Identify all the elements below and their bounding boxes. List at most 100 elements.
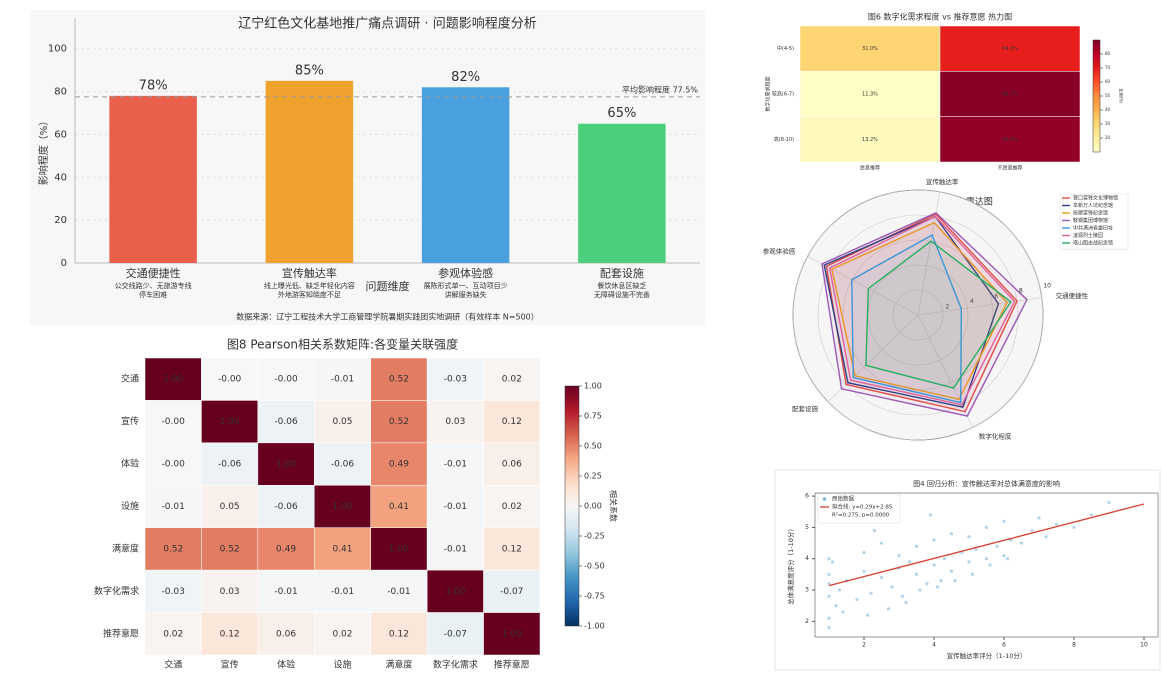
data-point [935, 585, 940, 589]
cell-label: 0.12 [220, 629, 240, 639]
bar [265, 80, 354, 263]
heatmap-cell [483, 485, 541, 528]
heatmap-cell [939, 71, 1081, 117]
heatmap-cell [144, 442, 202, 486]
y-tick-label: 80 [54, 87, 67, 98]
heatmap-cell [426, 527, 484, 571]
category-description: 讲解服务缺失 [445, 290, 487, 299]
cell-label: -0.01 [331, 375, 354, 385]
data-point [872, 528, 877, 533]
row-label: 宣传 [121, 415, 139, 427]
data-point [1037, 516, 1041, 520]
colorbar-tick-label: 40 [1105, 107, 1111, 112]
x-tick-label: 8 [1072, 642, 1076, 649]
data-point [862, 550, 866, 555]
radial-tick-label: 10 [1043, 283, 1051, 290]
legend-label: 原始数据 [832, 495, 855, 503]
value-label: 85% [295, 63, 324, 78]
column-label: 宣传 [221, 659, 239, 671]
heatmap-cell [257, 612, 315, 656]
colorbar-tick-label: 0.50 [584, 442, 602, 451]
legend-label: 鞍钢集团博物馆 [1073, 217, 1108, 224]
x-tick-label: 2 [862, 642, 866, 649]
legend-label: 凌源烈士陵园 [1073, 232, 1103, 239]
colorbar-tick-label: -1.00 [584, 622, 605, 631]
cell-label: 1.00 [389, 544, 409, 554]
data-point [932, 563, 936, 567]
cell-label: 0.52 [220, 544, 240, 554]
bar [109, 95, 197, 263]
data-point [869, 591, 873, 595]
data-point [900, 594, 905, 598]
data-point [862, 569, 866, 573]
cell-label: 0.52 [163, 544, 183, 554]
y-tick-label: 6 [805, 493, 809, 500]
source-note: 数据来源：辽宁工程技术大学工商管理学院暑期实践团实地调研（有效样本 N=500） [236, 312, 539, 322]
cell-label: -0.00 [274, 375, 298, 385]
row-label: 满意度 [112, 542, 139, 554]
data-point [841, 610, 845, 614]
data-point [914, 544, 919, 548]
colorbar-label: 相关系数 [609, 490, 619, 522]
cell-label: 0.06 [502, 460, 522, 470]
y-tick-label: 0 [61, 258, 67, 269]
cell-label: 0.06 [276, 629, 296, 639]
cell-label: -0.01 [274, 587, 297, 597]
y-axis-label: 影响程度（%） [37, 116, 50, 186]
heatmap-cell [257, 527, 315, 571]
cell-label: 0.05 [332, 417, 352, 427]
y-tick-label: 20 [54, 215, 67, 226]
heatmap-cell [201, 527, 259, 571]
category-description: 餐饮休息区缺乏 [597, 281, 646, 290]
y-axis-label: 数字化需求程度 [765, 76, 772, 111]
cell-label: -0.01 [444, 544, 467, 554]
data-point [834, 604, 838, 608]
colorbar-tick-label: -0.75 [584, 592, 605, 601]
data-point [1054, 522, 1059, 526]
heatmap-cell [483, 527, 541, 571]
value-label: 65% [607, 106, 636, 121]
column-label: 满意度 [385, 659, 412, 671]
cell-label: -0.01 [444, 460, 467, 470]
heatmap-cell [426, 485, 484, 528]
cell-label: -0.01 [331, 587, 354, 597]
heatmap-cell [257, 485, 315, 528]
heatmap-cell [426, 442, 484, 486]
category-description: 无障碍设施不完善 [594, 290, 650, 299]
data-point [879, 575, 884, 580]
data-point [837, 588, 842, 592]
cell-label: 0.52 [389, 375, 409, 385]
spoke [917, 297, 1042, 316]
heatmap-cell [370, 400, 428, 444]
heatmap-cell [483, 400, 541, 444]
radial-grid [892, 289, 944, 341]
cell-label: 0.49 [276, 544, 296, 554]
cell-label: -0.03 [444, 375, 467, 385]
chart-title: 图8 Pearson相关系数矩阵:各变量关联强度 [227, 337, 458, 352]
data-point [967, 535, 971, 539]
data-point [942, 557, 947, 561]
y-tick-label: 4 [805, 555, 809, 562]
row-label: 高(8-10) [774, 136, 794, 143]
heatmap-cell [483, 442, 541, 486]
data-point [914, 572, 919, 576]
data-point [827, 557, 831, 561]
legend-label: 拟合线: y=0.29x+2.85 [832, 503, 893, 511]
radial-tick-label: 6 [994, 293, 998, 300]
data-point [879, 541, 884, 545]
data-point [918, 588, 922, 592]
colorbar-tick-label: -0.25 [584, 532, 605, 541]
cell-label: 0.12 [502, 544, 522, 554]
heatmap-cell [314, 527, 371, 571]
row-label: 数字化需求 [94, 585, 139, 597]
reference-label: 平均影响程度 77.5% [622, 84, 698, 94]
colorbar-tick-label: 0.75 [584, 412, 602, 421]
colorbar [1092, 39, 1101, 153]
cell-label: 0.41 [332, 544, 352, 554]
colorbar-tick-label: 1.00 [584, 382, 602, 391]
cell-label: 0.03 [445, 417, 465, 427]
radial-grid [817, 214, 1019, 416]
radial-grid [792, 189, 1044, 441]
cell-label: 0.02 [332, 629, 352, 639]
category-description: 停车困难 [139, 290, 167, 299]
